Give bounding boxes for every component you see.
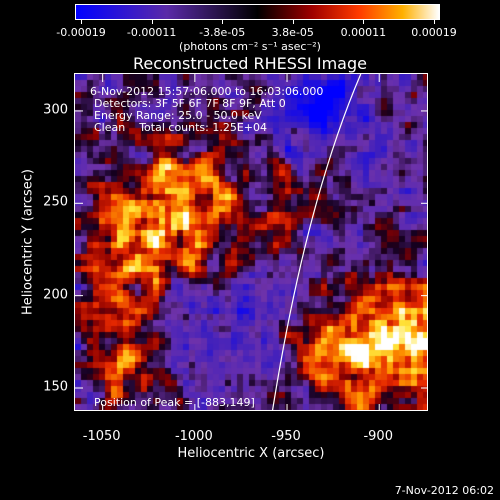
colorbar-tick-mark — [363, 20, 365, 24]
colorbar-tick-label: 0.00019 — [411, 26, 457, 39]
y-tick-label: 150 — [43, 379, 68, 395]
colorbar-tick-label: -3.8e-05 — [199, 26, 246, 39]
colorbar-tick-label: -0.00019 — [56, 26, 106, 39]
x-tick-label: -1050 — [82, 429, 121, 444]
colorbar-tick-label: 0.00011 — [340, 26, 387, 39]
colorbar-tick-label: 3.8e-05 — [271, 26, 314, 39]
colorbar-tick-mark — [434, 20, 435, 24]
y-tick-label: 250 — [43, 194, 68, 210]
colorbar-tick-mark — [292, 20, 294, 24]
solar-limb-curve — [271, 74, 362, 410]
colorbar — [75, 4, 440, 20]
annotation-peak: Position of Peak = [-883,149] — [94, 396, 255, 409]
plot-area — [74, 73, 428, 411]
chart-title: Reconstructed RHESSI Image — [133, 54, 367, 73]
x-tick-label: -900 — [363, 429, 393, 444]
x-tick-label: -950 — [271, 429, 301, 444]
colorbar-units: (photons cm⁻² s⁻¹ asec⁻²) — [179, 40, 321, 53]
colorbar-tick-mark — [151, 20, 153, 24]
y-axis-label: Heliocentric Y (arcsec) — [20, 169, 36, 315]
annotation-energy: Energy Range: 25.0 - 50.0 keV — [94, 109, 262, 122]
colorbar-tick-label: -0.00011 — [126, 26, 177, 39]
y-tick-label: 200 — [43, 287, 68, 303]
x-tick-label: -1000 — [174, 429, 213, 444]
heatmap-image — [75, 74, 427, 410]
colorbar-tick-mark — [81, 20, 82, 24]
annotation-clean: Clean Total counts: 1.25E+04 — [94, 121, 268, 134]
annotation-detectors: Detectors: 3F 5F 6F 7F 8F 9F, Att 0 — [94, 97, 286, 110]
solar-limb-overlay — [75, 74, 427, 410]
x-axis-label: Heliocentric X (arcsec) — [177, 446, 325, 461]
colorbar-tick-mark — [222, 20, 224, 24]
y-tick-label: 300 — [43, 102, 68, 118]
timestamp: 7-Nov-2012 06:02 — [394, 484, 494, 497]
annotation-time: 6-Nov-2012 15:57:06.000 to 16:03:06.000 — [90, 85, 324, 98]
